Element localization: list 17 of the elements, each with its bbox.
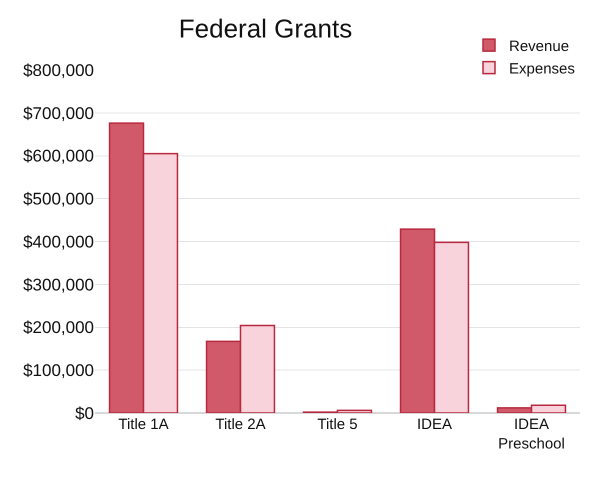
y-tick-label: $600,000 (23, 146, 94, 166)
y-tick-label: $0 (75, 404, 94, 423)
x-tick-label: Title 5 (317, 416, 358, 433)
legend-label: Expenses (509, 60, 575, 78)
y-tick-label: $300,000 (23, 275, 94, 294)
y-tick-label: $500,000 (23, 190, 94, 209)
x-tick-label: Title 2A (215, 416, 266, 433)
y-tick-label: $200,000 (23, 318, 94, 338)
y-tick-label: $800,000 (23, 60, 94, 80)
legend-label: Revenue (509, 38, 570, 55)
y-tick-label: $400,000 (23, 232, 94, 252)
x-tick-label: Title 1A (118, 416, 169, 433)
x-tick-label: IDEA Preschool (498, 416, 565, 452)
chart-title: Federal Grants (178, 14, 352, 44)
y-tick-label: $100,000 (23, 361, 94, 380)
y-tick-label: $700,000 (23, 104, 94, 123)
x-tick-label: IDEA (416, 416, 452, 433)
